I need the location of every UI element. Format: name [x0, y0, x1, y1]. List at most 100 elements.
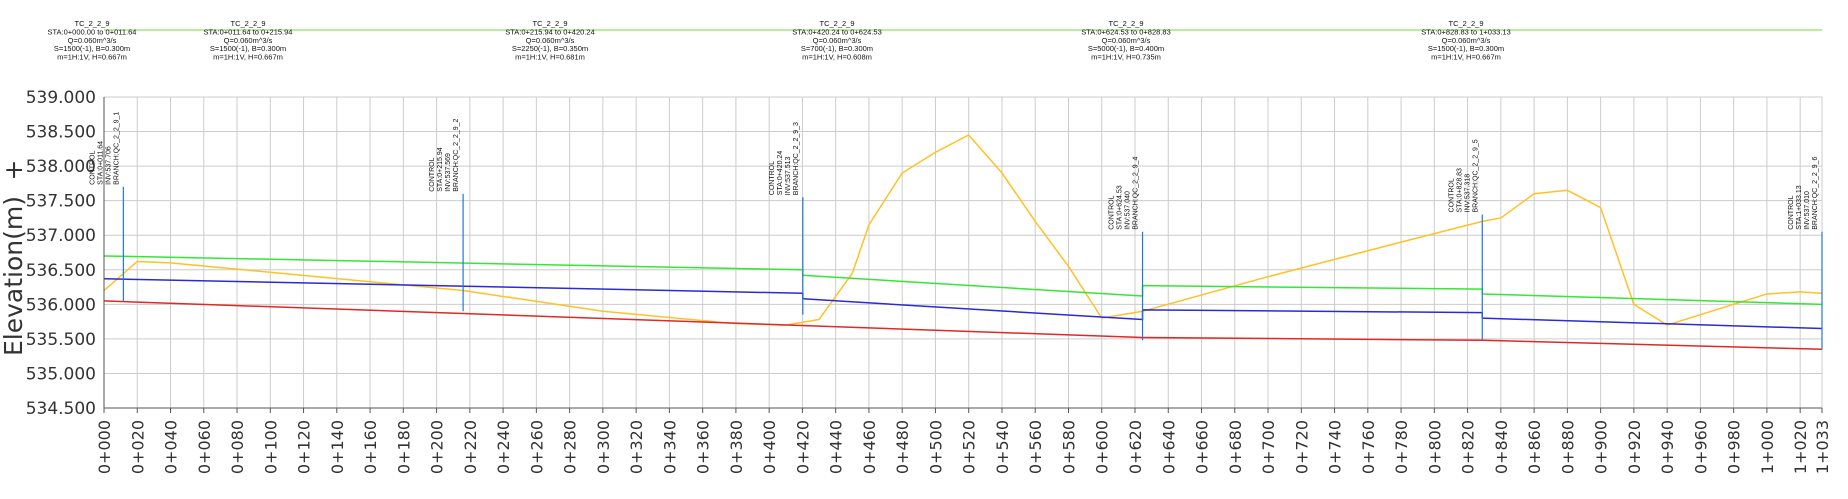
control-label-line: STA:1+033.13: [1796, 185, 1803, 230]
control-label-line: STA:0+215.94: [437, 147, 444, 192]
x-tick-label: 1+000: [1758, 420, 1777, 474]
x-tick-label: 0+820: [1459, 420, 1478, 474]
x-tick-label: 0+940: [1658, 420, 1677, 474]
x-tick-label: 0+880: [1558, 420, 1577, 474]
segment-label-line: TC_2_2_9: [74, 19, 109, 28]
x-tick-label: 0+740: [1326, 420, 1345, 474]
x-tick-label: 0+160: [361, 420, 380, 474]
control-label-line: BRANCH:QC_2_2_9_2: [453, 119, 460, 192]
x-tick-label: 0+340: [660, 420, 679, 474]
y-tick-label: 534.500: [26, 399, 96, 419]
x-tick-label: 0+020: [128, 420, 147, 474]
control-label-line: BRANCH:QC_2_2_9_6: [1812, 157, 1819, 230]
y-tick-label: 536.500: [26, 261, 96, 281]
x-tick-label: 0+460: [860, 420, 879, 474]
control-label: CONTROL STA:0+420.24 INV:537.513 BRANCH:QC_…: [769, 122, 800, 195]
control-label-line: CONTROL: [1448, 178, 1455, 212]
x-tick-label: 0+980: [1725, 420, 1744, 474]
segment-label-line: Q=0.060m^3/s: [224, 36, 273, 45]
x-tick-label: 0+280: [561, 420, 580, 474]
x-tick-label: 0+120: [295, 420, 314, 474]
segment-label-line: m=1H:1V, H=0.681m: [515, 53, 585, 62]
x-tick-label: 0+540: [993, 420, 1012, 474]
x-tick-label: 0+360: [694, 420, 713, 474]
segment-label-line: Q=0.060m^3/s: [1102, 36, 1151, 45]
x-tick-label: 0+660: [1193, 420, 1212, 474]
segment-label-line: STA:0+215.94 to 0+420.24: [505, 27, 595, 36]
x-tick-label: 1+020: [1791, 420, 1810, 474]
y-axis-label: Elevation(m): [0, 196, 28, 356]
control-label-line: STA:0+624.53: [1117, 185, 1124, 230]
control-label-line: STA:0+420.24: [777, 151, 784, 196]
segment-label-line: Q=0.060m^3/s: [68, 36, 117, 45]
profile-series: [103, 134, 1823, 351]
x-tick-label: 0+960: [1691, 420, 1710, 474]
x-tick-label: 0+600: [1093, 420, 1112, 474]
segment-label-line: m=1H:1V, H=0.667m: [57, 53, 127, 62]
x-tick-label: 0+720: [1292, 420, 1311, 474]
y-tick-label: 537.000: [26, 226, 96, 246]
segment-label-line: S=1500(-1), B=0.300m: [1428, 44, 1504, 53]
control-label-line: STA:0+828.83: [1456, 168, 1463, 213]
segment-label-line: S=5000(-1), B=0.400m: [1088, 44, 1164, 53]
x-tick-label: 0+240: [494, 420, 513, 474]
x-tick-label: 0+000: [95, 420, 114, 474]
y-tick-label: 535.000: [26, 364, 96, 384]
segment-label-line: STA:0+420.24 to 0+624.53: [792, 27, 882, 36]
x-tick-label: 0+860: [1525, 420, 1544, 474]
control-label-line: BRANCH:QC_2_2_9_5: [1472, 139, 1479, 212]
x-tick-label: 0+560: [1026, 420, 1045, 474]
x-tick-label: 0+920: [1625, 420, 1644, 474]
y-axis-label-prefix: +: [0, 160, 28, 181]
segment-label-line: S=700(-1), B=0.300m: [801, 44, 873, 53]
y-tick-label: 535.500: [26, 330, 96, 350]
x-tick-label: 0+800: [1425, 420, 1444, 474]
x-tick-label: 0+100: [261, 420, 280, 474]
x-tick-label: 0+440: [827, 420, 846, 474]
control-label-line: BRANCH:QC_2_2_9_1: [113, 112, 120, 185]
segment-label-line: TC_2_2_9: [532, 19, 567, 28]
x-tick-label: 0+500: [926, 420, 945, 474]
x-tick-label: 0+320: [627, 420, 646, 474]
x-tick-label: 0+260: [527, 420, 546, 474]
control-label-line: CONTROL: [429, 157, 436, 191]
x-tick-label: 1+033: [1813, 420, 1832, 474]
series-line-1: [103, 255, 1823, 306]
segment-label-line: TC_2_2_9: [230, 19, 265, 28]
x-tick-label: 0+380: [727, 420, 746, 474]
control-label: CONTROL STA:1+033.13 INV:537.010 BRANCH:QC_…: [1788, 157, 1819, 230]
y-tick-label: 536.000: [26, 295, 96, 315]
control-label-line: CONTROL: [1788, 195, 1795, 229]
control-label: CONTROL STA:0+624.53 INV:537.040 BRANCH:QC_…: [1109, 157, 1140, 230]
segment-label-line: Q=0.060m^3/s: [813, 36, 862, 45]
x-tick-label: 0+700: [1259, 420, 1278, 474]
x-tick-label: 0+580: [1059, 420, 1078, 474]
segment-label-line: m=1H:1V, H=0.735m: [1091, 53, 1161, 62]
control-label: CONTROL STA:0+828.83 INV:537.318 BRANCH:QC_…: [1448, 139, 1479, 212]
y-tick-label: 538.500: [26, 123, 96, 143]
control-label-line: BRANCH:QC_2_2_9_3: [793, 122, 800, 195]
control-label-line: INV:537.040: [1125, 191, 1132, 230]
x-tick-label: 0+400: [760, 420, 779, 474]
x-tick-label: 0+620: [1126, 420, 1145, 474]
segment-label-line: TC_2_2_9: [1448, 19, 1483, 28]
x-tick-label: 0+220: [461, 420, 480, 474]
y-tick-label: 538.000: [26, 157, 96, 177]
series-line-3: [103, 300, 1823, 351]
x-tick-label: 0+200: [428, 420, 447, 474]
y-tick-label: 537.500: [26, 192, 96, 212]
grid: [103, 96, 1823, 409]
segment-label-line: m=1H:1V, H=0.608m: [802, 53, 872, 62]
x-tick-label: 0+840: [1492, 420, 1511, 474]
control-label-line: STA:0+011.64: [97, 141, 104, 185]
control-markers: CONTROL STA:0+011.64 INV:537.706 BRANCH:QC_…: [89, 112, 1823, 350]
control-label-line: INV:537.513: [785, 156, 792, 195]
segment-label-line: Q=0.060m^3/s: [526, 36, 575, 45]
